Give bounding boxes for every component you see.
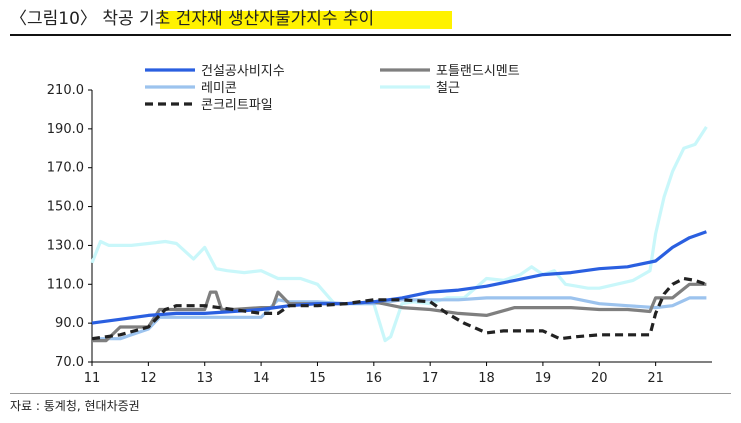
page-title: 〈그림10〉 착공 기초 건자재 생산자물가지수 추이 xyxy=(10,9,375,29)
legend-label: 콘크리트파일 xyxy=(201,98,273,113)
y-tick-label: 190.0 xyxy=(47,122,84,137)
chart-title-wrap: 〈그림10〉 착공 기초 건자재 생산자물가지수 추이 xyxy=(10,6,452,32)
source-note: 자료 : 통계청, 현대차증권 xyxy=(10,399,140,413)
x-tick-label: 14 xyxy=(253,371,270,386)
x-tick-label: 17 xyxy=(422,371,439,386)
x-tick-label: 11 xyxy=(84,371,101,386)
x-tick-label: 18 xyxy=(478,371,495,386)
y-tick-label: 210.0 xyxy=(47,83,84,98)
x-tick-label: 16 xyxy=(366,371,383,386)
x-tick-label: 21 xyxy=(647,371,664,386)
y-tick-label: 110.0 xyxy=(47,277,84,292)
y-tick-label: 130.0 xyxy=(47,238,84,253)
y-tick-label: 150.0 xyxy=(47,200,84,215)
legend-label: 포틀랜드시멘트 xyxy=(436,64,520,79)
title-highlight xyxy=(160,11,452,29)
series-line-2 xyxy=(92,296,707,341)
x-tick-label: 19 xyxy=(535,371,552,386)
legend-label: 건설공사비지수 xyxy=(201,64,285,79)
footer-divider xyxy=(10,393,731,394)
series-line-3 xyxy=(90,126,708,343)
legend-label: 철근 xyxy=(436,81,460,96)
title-divider xyxy=(10,34,731,36)
x-tick-label: 12 xyxy=(140,371,157,386)
x-tick-label: 15 xyxy=(309,371,326,386)
legend-label: 레미콘 xyxy=(201,81,237,96)
y-tick-label: 170.0 xyxy=(47,161,84,176)
x-tick-label: 20 xyxy=(591,371,608,386)
y-tick-label: 90.0 xyxy=(55,316,84,331)
series-line-4 xyxy=(91,276,707,341)
y-tick-label: 70.0 xyxy=(55,355,84,370)
line-chart: 210.0 190.0 170.0 150.0 130.0 110.0 90.0 70.011… xyxy=(47,64,712,386)
x-tick-label: 13 xyxy=(196,371,213,386)
series-line-0 xyxy=(91,230,707,325)
